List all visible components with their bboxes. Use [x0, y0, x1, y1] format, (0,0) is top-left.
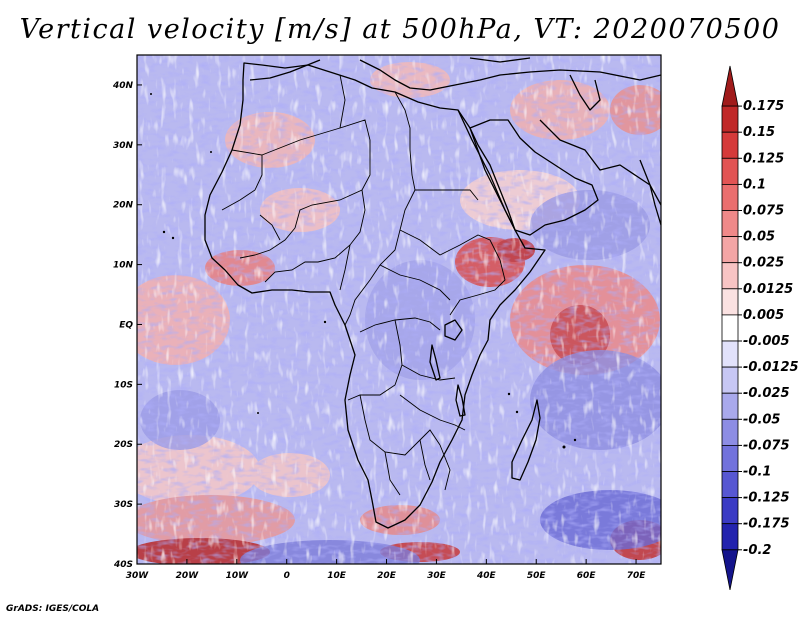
lon-tick-label: 10E	[327, 571, 347, 581]
colorbar-swatch	[721, 131, 739, 159]
colorbar-swatch	[721, 444, 739, 472]
map-title: Vertical velocity [m/s] at 500hPa, VT: 2…	[19, 14, 781, 45]
lat-tick-label: EQ	[119, 320, 133, 330]
lat-tick-label: 30N	[113, 141, 134, 151]
colorbar-swatch	[721, 236, 739, 264]
plot-frame	[136, 54, 662, 565]
colorbar-swatch	[721, 340, 739, 368]
lon-tick-label: 60E	[577, 571, 597, 581]
colorbar-label: 0.125	[743, 151, 784, 166]
colorbar-label: -0.005	[743, 334, 790, 349]
colorbar-swatch	[721, 523, 739, 551]
lon-tick-label: 10W	[226, 571, 250, 581]
lake-victoria	[444, 319, 463, 341]
lon-tick-label: 40E	[476, 571, 497, 581]
country-borders	[221, 74, 506, 496]
lon-tick-label: 0	[284, 571, 290, 581]
colorbar-swatch	[721, 105, 739, 133]
black-caspian	[469, 57, 601, 111]
longitude-axis: 30W 20W 10W 0 10E 20E 30E 40E 50E 60E 70E	[126, 559, 646, 581]
lon-tick-label: 30W	[126, 571, 150, 581]
coastline-layer	[204, 57, 662, 529]
colorbar-swatch	[721, 418, 739, 446]
colorbar-swatch	[721, 314, 739, 342]
lake-malawi	[455, 384, 466, 417]
lat-tick-label: 10S	[114, 380, 133, 390]
latitude-axis: 40N 30N 20N 10N EQ 10S 20S 30S 40S	[112, 81, 142, 570]
colorbar-label: 0.005	[743, 308, 784, 323]
lat-tick-label: 40N	[112, 81, 134, 91]
colorbar-swatch	[721, 549, 739, 590]
colorbar-label: 0.075	[743, 204, 784, 219]
madagascar	[511, 399, 541, 481]
islands	[150, 93, 577, 449]
lon-tick-label: 70E	[627, 571, 647, 581]
colorbar-label: 0.0125	[743, 282, 793, 297]
colorbar-label: 0.15	[743, 125, 775, 140]
colorbar-swatch	[721, 471, 739, 499]
colorbar-label: -0.025	[743, 386, 790, 401]
lon-tick-label: 20W	[176, 571, 200, 581]
colorbar-label: -0.125	[743, 491, 790, 506]
colorbar-swatch	[721, 210, 739, 238]
colorbar-swatch	[721, 366, 739, 394]
colorbar-swatch	[721, 288, 739, 316]
lat-tick-label: 20N	[113, 201, 134, 211]
lon-tick-label: 50E	[527, 571, 547, 581]
colorbar-swatch	[721, 262, 739, 290]
mediterranean-north	[249, 59, 662, 91]
colorbar-label: 0.05	[743, 230, 775, 245]
india-west	[639, 159, 662, 226]
vertical-velocity-field	[137, 55, 661, 564]
colorbar-label: -0.05	[743, 412, 780, 427]
colorbar-label: -0.175	[743, 517, 790, 532]
lat-tick-label: 20S	[114, 440, 133, 450]
lon-tick-label: 30E	[427, 571, 447, 581]
lat-tick-label: 30S	[114, 500, 133, 510]
colorbar-label: 0.175	[743, 99, 784, 114]
lon-tick-label: 20E	[377, 571, 397, 581]
lake-tanganyika	[429, 344, 441, 381]
colorbar-swatch	[721, 157, 739, 185]
lat-tick-label: 40S	[113, 560, 133, 570]
lat-tick-label: 10N	[113, 261, 134, 271]
colorbar-label: 0.025	[743, 256, 784, 271]
colorbar: 0.175 0.15 0.125 0.1 0.075 0.05 0.025 0.0125 0.0…	[721, 65, 799, 590]
colorbar-swatch	[721, 497, 739, 525]
colorbar-label: -0.1	[743, 465, 771, 480]
colorbar-label: -0.0125	[743, 360, 799, 375]
colorbar-swatch	[721, 65, 739, 107]
colorbar-swatch	[721, 392, 739, 420]
colorbar-label: 0.1	[743, 177, 766, 192]
colorbar-swatch	[721, 183, 739, 211]
grads-credit: GrADS: IGES/COLA	[6, 604, 100, 614]
colorbar-label: -0.2	[743, 543, 771, 558]
colorbar-label: -0.075	[743, 438, 790, 453]
red-sea-coast	[457, 109, 516, 231]
